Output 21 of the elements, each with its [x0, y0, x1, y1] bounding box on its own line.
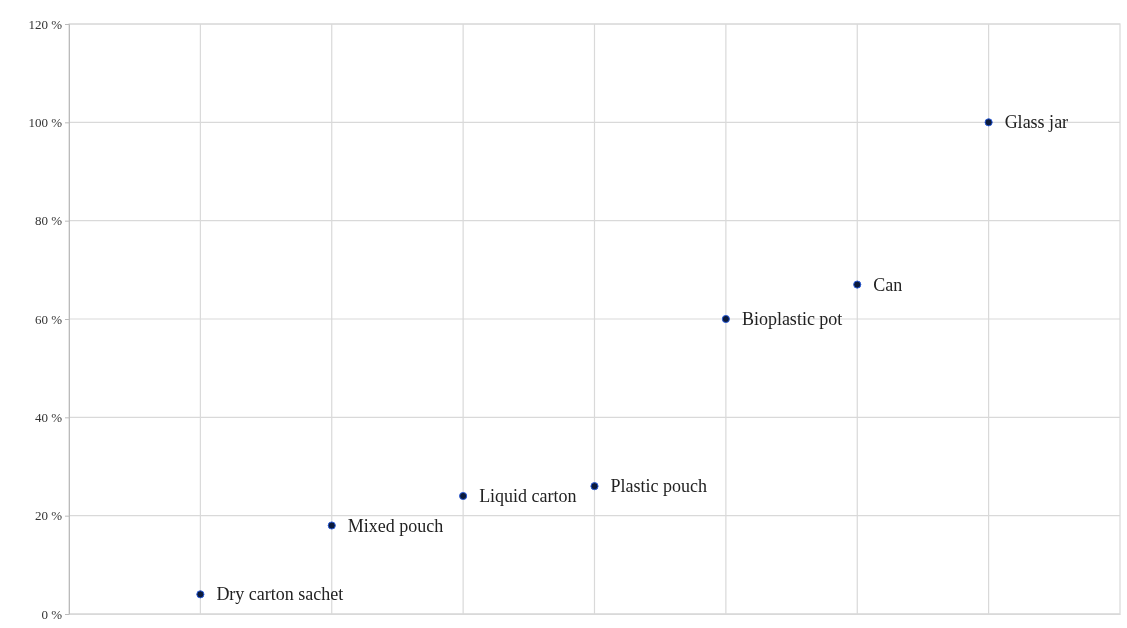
y-tick-label: 60 % [34, 311, 63, 327]
point [327, 521, 336, 530]
data-label: Plastic pouch [610, 476, 707, 497]
data-label: Mixed pouch [347, 515, 444, 536]
point [590, 482, 599, 491]
data-label: Liquid carton [479, 486, 577, 506]
point [984, 118, 993, 127]
point [196, 590, 205, 599]
y-tick-label: 40 % [34, 409, 63, 425]
y-tick-label: 100 % [28, 114, 63, 130]
data-label: Dry carton sachet [216, 584, 344, 605]
y-tick-label: 20 % [34, 508, 63, 524]
y-tick-label: 120 % [28, 16, 63, 32]
point [853, 280, 862, 289]
data-label: Bioplastic pot [741, 309, 843, 329]
data-label: Can [873, 274, 903, 295]
y-tick-label: 0 % [41, 606, 63, 622]
point [721, 314, 730, 324]
data-label: Glass jar [1004, 112, 1069, 133]
y-tick-label: 80 % [34, 213, 63, 229]
point [459, 491, 468, 501]
